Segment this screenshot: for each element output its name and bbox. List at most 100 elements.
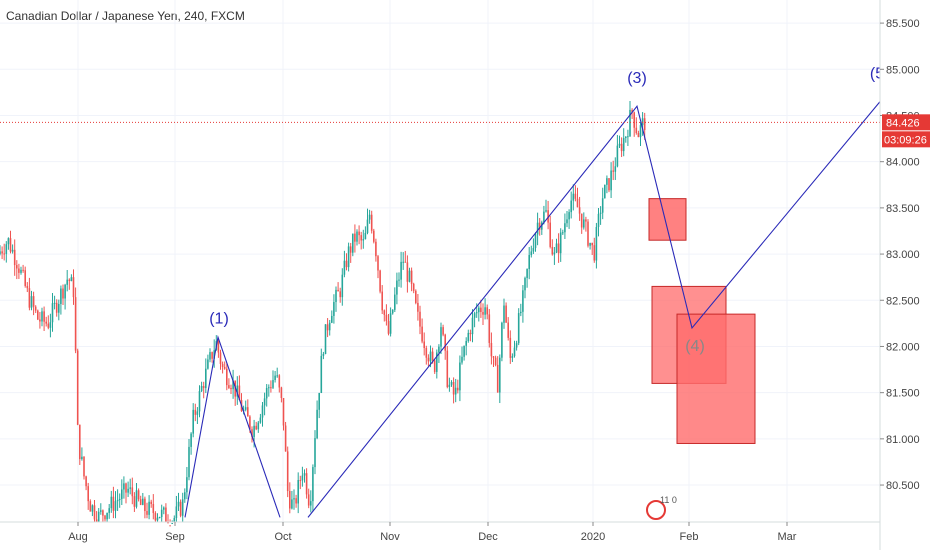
- target-zone-box-3[interactable]: [676, 313, 756, 444]
- candle-body: [146, 511, 148, 515]
- candle-body: [427, 357, 430, 362]
- price-tick-label: 82.000: [886, 341, 920, 353]
- candle-body: [345, 260, 348, 268]
- candle-body: [293, 498, 295, 500]
- candle-body: [217, 341, 220, 353]
- candle-body: [339, 291, 341, 298]
- candle-body: [620, 143, 623, 152]
- candle-body: [223, 366, 226, 369]
- candle-body: [520, 311, 522, 314]
- candle-body: [576, 198, 579, 208]
- candle-body: [47, 323, 50, 328]
- candle-body: [423, 341, 425, 349]
- countdown-label: 03:09:26: [884, 134, 927, 146]
- candle-body: [280, 387, 283, 398]
- candle-body: [156, 517, 159, 521]
- candle-body: [121, 489, 123, 499]
- candle-body: [490, 342, 493, 357]
- candle-body: [343, 260, 346, 275]
- candle-body: [211, 352, 213, 359]
- candle-body: [219, 352, 222, 364]
- candle-body: [58, 303, 60, 313]
- candle-body: [559, 232, 562, 254]
- candle-body: [366, 219, 369, 233]
- candle-body: [150, 501, 152, 504]
- candle-body: [255, 425, 257, 430]
- candle-body: [469, 332, 472, 335]
- price-tick-label: 83.500: [886, 203, 920, 215]
- wave-label: (4): [685, 338, 705, 355]
- candle-body: [165, 507, 167, 522]
- candle-body: [570, 200, 572, 213]
- candle-body: [352, 233, 354, 253]
- candle-body: [133, 496, 136, 507]
- candle-body: [362, 239, 365, 241]
- candle-body: [433, 360, 436, 372]
- candle-body: [463, 345, 465, 357]
- candle-body: [142, 498, 144, 505]
- candle-body: [616, 145, 619, 167]
- candle-body: [188, 446, 190, 478]
- candle-body: [43, 311, 45, 322]
- candle-body: [471, 317, 474, 335]
- candle-body: [209, 352, 211, 360]
- candle-body: [587, 221, 589, 246]
- candle-body: [402, 261, 404, 263]
- candle-body: [499, 357, 501, 393]
- candle-body: [26, 285, 29, 289]
- candle-body: [641, 118, 644, 126]
- candle-body: [158, 517, 161, 519]
- current-price-label: 84.426: [886, 117, 920, 129]
- candle-body: [503, 305, 505, 323]
- candle-body: [97, 511, 100, 522]
- candle-body: [226, 368, 228, 386]
- wave-line-1[interactable]: [184, 335, 281, 518]
- candle-body: [268, 387, 270, 389]
- candle-body: [91, 505, 94, 512]
- time-tick-label: Mar: [778, 531, 797, 543]
- candle-body: [184, 492, 186, 500]
- candle-body: [95, 519, 98, 522]
- candle-body: [381, 291, 383, 311]
- candle-body: [643, 118, 646, 130]
- candle-body: [213, 350, 215, 359]
- candle-body: [492, 356, 495, 358]
- price-tick-label: 85.500: [886, 18, 920, 30]
- candle-body: [358, 231, 360, 236]
- candle-body: [415, 290, 417, 303]
- candle-body: [406, 262, 409, 282]
- candle-body: [349, 246, 352, 253]
- candle-body: [438, 346, 440, 353]
- candle-body: [326, 324, 329, 331]
- candle-body: [34, 306, 37, 311]
- candle-body: [601, 198, 604, 213]
- candle-body: [286, 451, 289, 492]
- candle-body: [167, 522, 169, 524]
- candle-body: [421, 326, 423, 342]
- candle-body: [278, 375, 281, 388]
- candle-body: [247, 407, 249, 417]
- candle-body: [412, 283, 415, 291]
- candle-body: [28, 288, 31, 308]
- candle-body: [572, 193, 575, 201]
- candle-body: [608, 178, 610, 191]
- candle-body: [116, 500, 119, 502]
- candle-body: [85, 476, 87, 487]
- candle-body: [404, 261, 407, 263]
- candle-body: [515, 343, 518, 348]
- candle-body: [444, 334, 446, 351]
- candle-body: [536, 222, 539, 235]
- candle-body: [118, 498, 121, 501]
- candle-body: [322, 353, 325, 356]
- candle-body: [238, 385, 241, 401]
- candle-body: [202, 385, 205, 389]
- candle-body: [604, 184, 606, 199]
- candle-body: [314, 438, 316, 468]
- target-zone-box-1[interactable]: [648, 198, 687, 241]
- candle-body: [45, 321, 47, 324]
- candle-body: [305, 473, 308, 495]
- candle-body: [629, 109, 631, 137]
- candle-body: [356, 231, 358, 242]
- wave-line-2[interactable]: [307, 101, 881, 518]
